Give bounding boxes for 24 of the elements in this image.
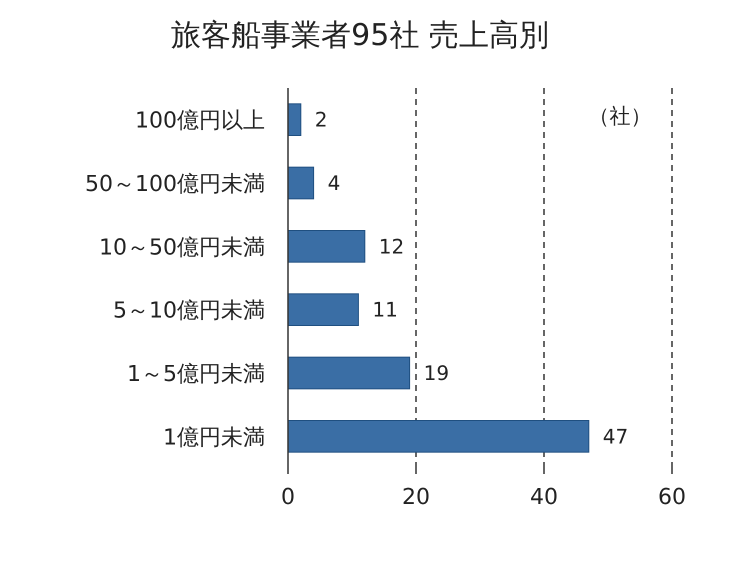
x-tick-label: 60 xyxy=(658,485,686,510)
y-tick-label: 100億円以上 xyxy=(135,108,265,134)
y-tick-label: 1～5億円未満 xyxy=(127,362,265,387)
bar xyxy=(288,166,314,200)
y-tick-label: 10～50億円未満 xyxy=(99,235,265,260)
data-label: 19 xyxy=(424,361,450,385)
y-tick-label: 5～10億円未満 xyxy=(113,298,265,324)
y-tick-label: 1億円未満 xyxy=(163,425,265,450)
x-tick-label: 40 xyxy=(530,485,558,510)
data-label: 11 xyxy=(372,298,398,322)
data-label: 12 xyxy=(378,234,404,258)
x-tick-label: 0 xyxy=(281,485,295,510)
data-label: 47 xyxy=(602,424,628,448)
bar xyxy=(288,293,359,326)
bar xyxy=(288,420,590,453)
bar xyxy=(288,230,366,263)
annotation: （社） xyxy=(588,104,652,128)
bar xyxy=(288,103,302,136)
x-tick-label: 20 xyxy=(402,485,430,510)
data-label: 2 xyxy=(314,108,328,132)
y-tick-label: 50～100億円未満 xyxy=(85,172,265,197)
bar xyxy=(288,356,410,390)
data-label: 4 xyxy=(328,171,340,195)
chart-title: 旅客船事業者95社 売上高別 xyxy=(171,18,549,53)
